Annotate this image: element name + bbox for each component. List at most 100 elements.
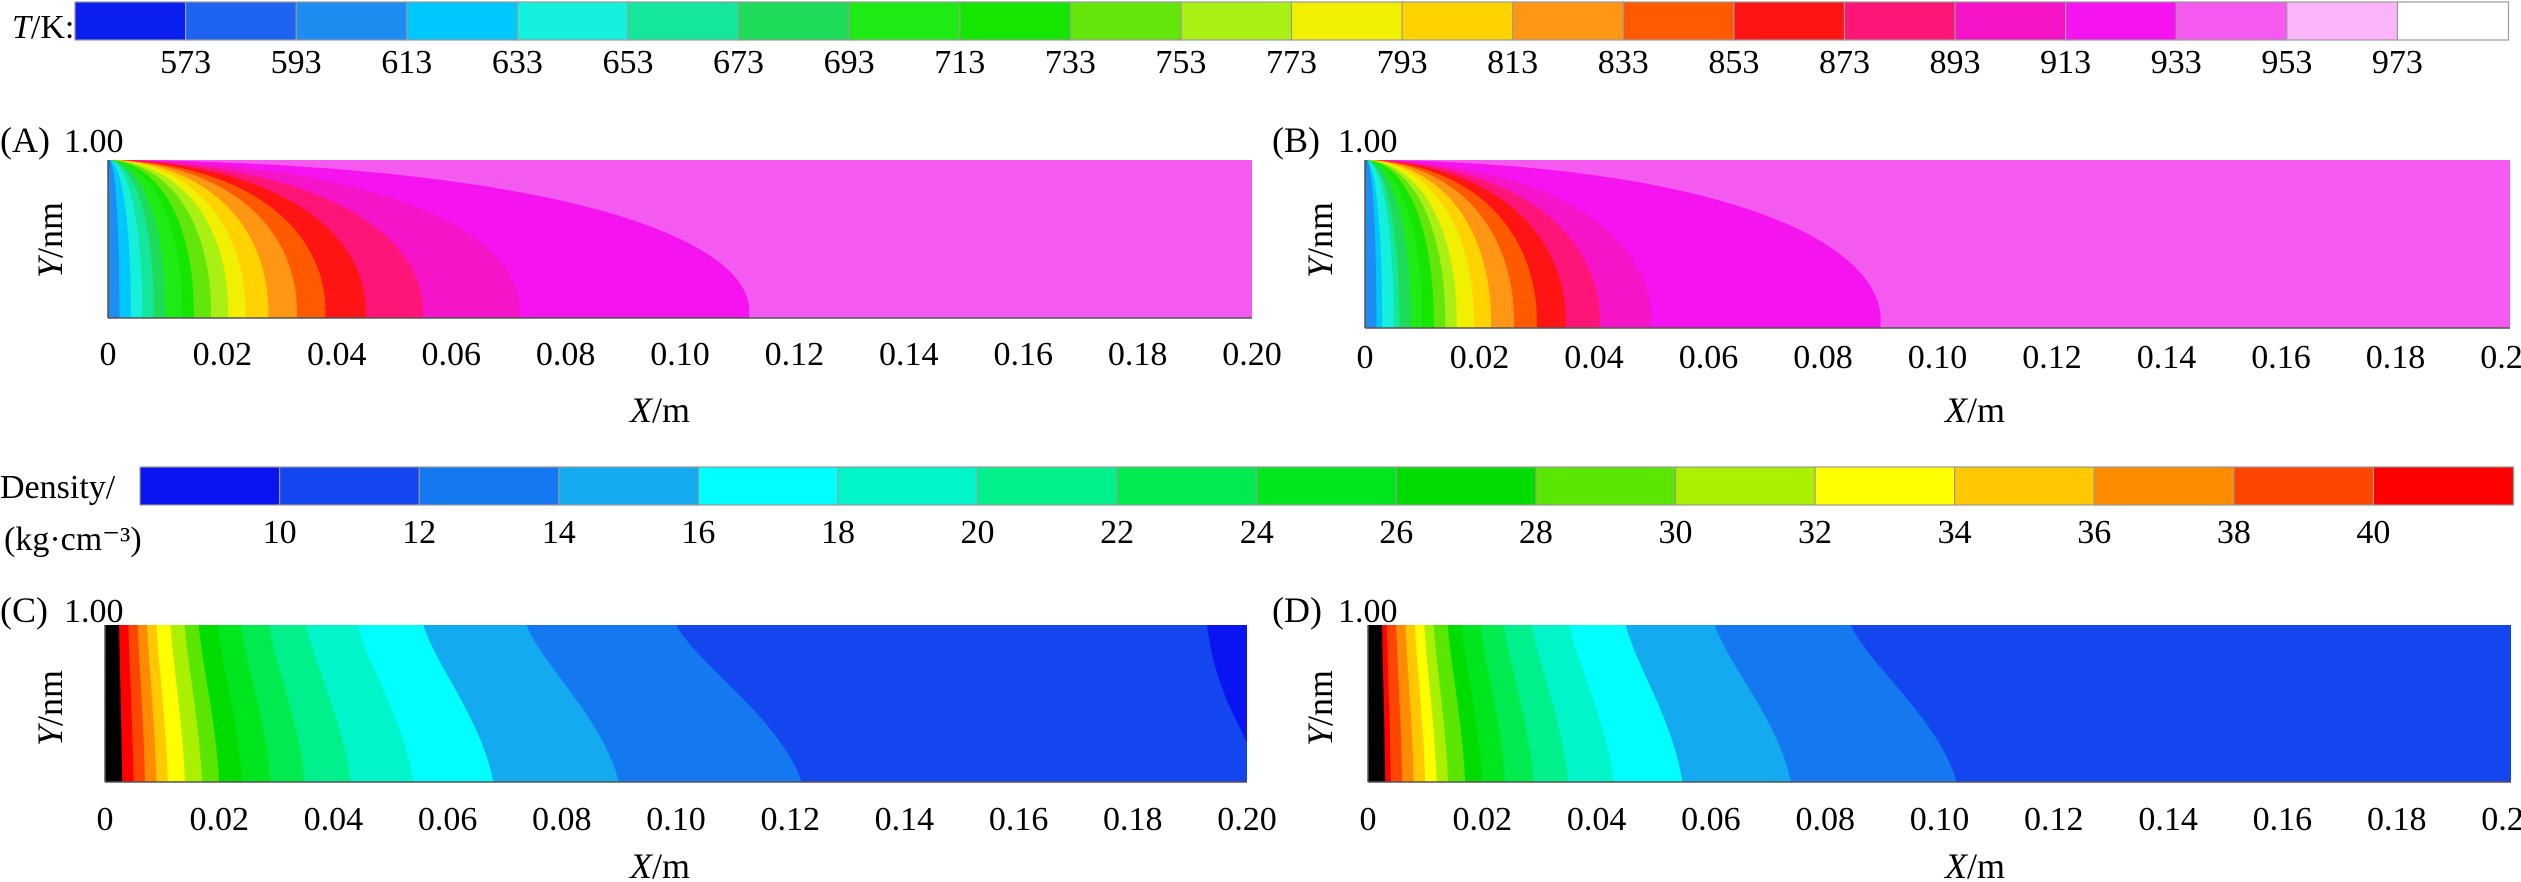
panel-c-contour-plot	[104, 625, 1247, 783]
temperature-colorbar-tick-label: 593	[271, 44, 322, 81]
panel-b-contour-plot	[1364, 160, 2510, 329]
temperature-colorbar-swatch	[1512, 1, 1625, 41]
x-tick-label: 0.04	[1564, 339, 1624, 376]
density-colorbar-tick-label: 22	[1100, 514, 1134, 551]
density-colorbar-swatch	[2372, 466, 2515, 506]
x-tick-label: 0.20	[2480, 339, 2521, 376]
x-tick-label: 0.06	[421, 336, 481, 373]
panel-d-ylabel: Y/nm	[1300, 670, 1340, 746]
temperature-colorbar-swatch	[1401, 1, 1514, 41]
panel-c-y-top-tick: 1.00	[64, 593, 124, 630]
panel-d-ylabel-rest: /nm	[1300, 670, 1340, 726]
density-colorbar-swatch	[2233, 466, 2375, 506]
x-tick-label: 0.08	[1795, 801, 1855, 838]
panel-c-xlabel-rest: /m	[652, 846, 690, 882]
x-tick-label: 0.16	[2253, 801, 2313, 838]
x-tick-label: 0.16	[993, 336, 1053, 373]
temperature-colorbar-swatch	[2065, 1, 2178, 41]
x-tick-label: 0	[1360, 801, 1377, 838]
temperature-colorbar-tick-label: 653	[602, 44, 653, 81]
temperature-colorbar-tick-label: 833	[1598, 44, 1649, 81]
x-tick-label: 0.02	[1453, 801, 1513, 838]
temperature-colorbar-tick-label: 753	[1155, 44, 1206, 81]
panel-c-ylabel: Y/nm	[30, 670, 70, 746]
panel-a-ylabel-rest: /nm	[30, 202, 70, 258]
x-tick-label: 0.10	[1910, 801, 1970, 838]
density-colorbar-tick-label: 12	[402, 514, 436, 551]
x-tick-label: 0.20	[1222, 336, 1282, 373]
panel-d-x-ticks: 0 0.02 0.04 0.06 0.08 0.10 0.12 0.14 0.16 0.18 0.2…	[1360, 801, 2521, 838]
contour-band	[108, 160, 120, 318]
x-tick-label: 0.10	[646, 801, 706, 838]
panel-d-xlabel-italic: X	[1943, 846, 1969, 882]
temperature-colorbar-tick-label: 973	[2372, 44, 2423, 81]
density-colorbar-swatch	[1674, 466, 1817, 506]
density-colorbar-tick-label: 10	[263, 514, 297, 551]
temperature-colorbar-swatch	[2286, 1, 2399, 41]
density-colorbar-swatch	[139, 466, 281, 506]
contour-band	[1368, 625, 1386, 782]
density-colorbar-tick-label: 36	[2077, 514, 2111, 551]
density-colorbar-swatch	[278, 466, 421, 506]
x-tick-label: 0.18	[2367, 801, 2427, 838]
panel-a-x-ticks: 0 0.02 0.04 0.06 0.08 0.10 0.12 0.14 0.16 0.18 0.2…	[100, 336, 1282, 373]
temperature-colorbar-swatch	[516, 1, 630, 41]
density-colorbar-swatch	[697, 466, 840, 506]
x-tick-label: 0.14	[879, 336, 939, 373]
x-tick-label: 0.20	[2481, 801, 2521, 838]
x-tick-label: 0.12	[760, 801, 820, 838]
x-tick-label: 0.04	[1567, 801, 1627, 838]
density-colorbar-tick-label: 18	[821, 514, 855, 551]
x-tick-label: 0.06	[418, 801, 478, 838]
temperature-colorbar-swatch	[74, 1, 187, 41]
x-tick-label: 0.08	[1793, 339, 1853, 376]
temperature-colorbar-swatch	[1622, 1, 1735, 41]
x-tick-label: 0.12	[2024, 801, 2084, 838]
x-tick-label: 0.02	[1450, 339, 1510, 376]
temperature-colorbar-tick-label: 933	[2151, 44, 2202, 81]
panel-c-label: (C)	[0, 590, 48, 630]
x-tick-label: 0.20	[1217, 801, 1277, 838]
temperature-colorbar-swatch	[737, 1, 851, 41]
temperature-colorbar-tick-label: 893	[1930, 44, 1981, 81]
density-colorbar-swatch	[1116, 466, 1258, 506]
x-tick-label: 0.04	[307, 336, 367, 373]
temperature-colorbar-tick-label: 813	[1487, 44, 1538, 81]
temperature-colorbar-tick-label: 693	[824, 44, 875, 81]
x-tick-label: 0	[97, 801, 114, 838]
x-tick-label: 0.10	[1908, 339, 1968, 376]
panel-c-xlabel: X/m	[628, 846, 690, 882]
panel-b-xlabel-italic: X	[1943, 390, 1969, 430]
x-tick-label: 0.18	[2366, 339, 2426, 376]
x-tick-label: 0.14	[875, 801, 935, 838]
temperature-colorbar-swatch	[627, 1, 740, 41]
panel-d-label: (D)	[1272, 590, 1322, 630]
density-colorbar-tick-label: 32	[1798, 514, 1832, 551]
density-colorbar-tick-label: 26	[1379, 514, 1413, 551]
contour-band	[1207, 625, 1247, 743]
x-tick-label: 0.14	[2137, 339, 2197, 376]
panel-c-ylabel-italic: Y	[30, 722, 70, 746]
temperature-colorbar-tick-label: 613	[381, 44, 432, 81]
x-tick-label: 0.08	[536, 336, 596, 373]
panel-b-ylabel: Y/nm	[1300, 202, 1340, 278]
density-colorbar-swatch	[1814, 466, 1956, 506]
temperature-colorbar-swatch	[848, 1, 961, 41]
panel-a-xlabel-italic: X	[628, 390, 654, 430]
x-tick-label: 0	[100, 336, 117, 373]
panel-a-xlabel-rest: /m	[652, 390, 690, 430]
temperature-colorbar-tick-label: 793	[1377, 44, 1428, 81]
x-tick-label: 0.02	[189, 801, 249, 838]
panel-a-label: (A)	[0, 120, 50, 160]
panel-d-contour-plot	[1367, 625, 2511, 783]
panel-c-ylabel-rest: /nm	[30, 670, 70, 726]
temperature-colorbar-tick-label: 953	[2261, 44, 2312, 81]
temperature-colorbar-swatch	[1180, 1, 1293, 41]
panel-a-ylabel: Y/nm	[30, 202, 70, 278]
panel-d-ylabel-italic: Y	[1300, 722, 1340, 746]
temperature-colorbar-swatch	[1069, 1, 1183, 41]
density-colorbar-swatch	[1256, 466, 1398, 506]
x-tick-label: 0.06	[1679, 339, 1739, 376]
panel-b-ylabel-rest: /nm	[1300, 202, 1340, 258]
